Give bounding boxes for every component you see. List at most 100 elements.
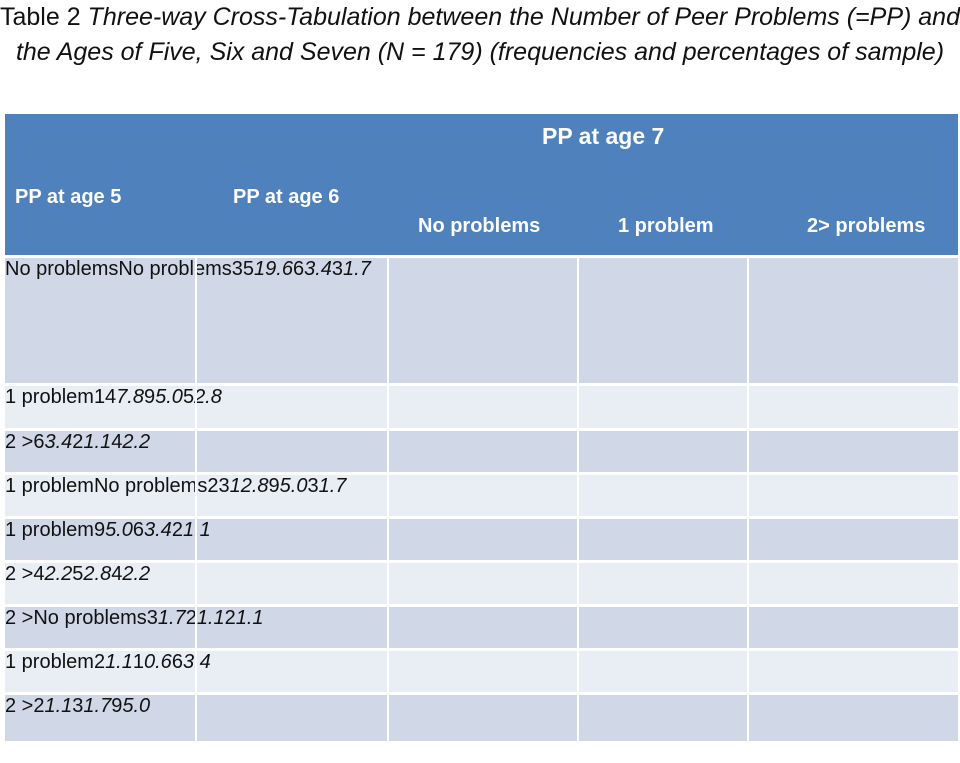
two-problems-count: 6 <box>171 651 183 673</box>
two-problems-count: 9 <box>111 695 123 717</box>
one-problem-percent: 1.1 <box>83 431 112 453</box>
table-cell <box>195 607 387 651</box>
table-row: No problemsNo problems3519.663.431.7 <box>5 255 958 386</box>
two-problems-percent: 5.0 <box>122 695 151 717</box>
table-cell <box>387 607 577 651</box>
table-cell <box>387 651 577 695</box>
age5-cell: 2 > <box>5 607 34 629</box>
table-cell <box>577 475 747 519</box>
two-problems-percent: 2.8 <box>194 386 222 408</box>
one-problem-percent: 3.4 <box>144 519 172 541</box>
table-cell <box>5 386 195 431</box>
table-header: PP at age 7 PP at age 5 PP at age 6 No p… <box>5 114 958 255</box>
table-cell <box>5 258 195 386</box>
table-cell <box>5 431 195 475</box>
table-cell <box>195 651 387 695</box>
age6-cell: No problems <box>118 258 232 280</box>
one-problem-count: 2 <box>72 431 84 453</box>
table-cell <box>387 386 577 431</box>
no-problems-percent: 3.4 <box>44 431 73 453</box>
table-cell <box>195 386 387 431</box>
age6-cell: 1 problem <box>5 386 94 408</box>
table-cell <box>747 431 958 475</box>
table-cell <box>5 651 195 695</box>
two-problems-count: 3 <box>307 475 319 497</box>
no-problems-count: 23 <box>207 475 230 497</box>
table-cell <box>5 607 195 651</box>
table-cell <box>387 695 577 741</box>
table-row: 2 >63.421.142.2 <box>5 428 958 475</box>
table-cell <box>747 695 958 741</box>
table-cell <box>747 607 958 651</box>
one-problem-count: 2 <box>185 607 197 629</box>
no-problems-percent: 1.1 <box>44 695 73 717</box>
one-problem-percent: 3.4 <box>304 258 332 280</box>
table-row: 2 >No problems31.721.121.1 <box>5 604 958 651</box>
table-cell <box>5 519 195 563</box>
no-problems-percent: 2.2 <box>44 563 73 585</box>
one-problem-count: 6 <box>292 258 305 280</box>
two-problems-count: 2 <box>224 607 236 629</box>
one-problem-count: 5 <box>72 563 84 585</box>
two-problems-count: 4 <box>111 431 123 453</box>
one-problem-count: 3 <box>72 695 84 717</box>
table-cell <box>387 475 577 519</box>
table-caption: Table 2 Three-way Cross-Tabulation betwe… <box>0 0 960 70</box>
table-cell <box>577 695 747 741</box>
table-cell <box>747 258 958 386</box>
table-cell <box>387 519 577 563</box>
table-row: 1 problem95.063.421.1 <box>5 516 958 563</box>
header-age6: PP at age 6 <box>233 186 340 208</box>
table-cell <box>747 651 958 695</box>
table-cell <box>747 386 958 431</box>
table-cell <box>195 695 387 741</box>
table-cell <box>195 431 387 475</box>
table-row: 2 >21.131.795.0 <box>5 692 958 741</box>
two-problems-count: 3 <box>331 258 344 280</box>
table-cell <box>5 475 195 519</box>
table-cell <box>747 519 958 563</box>
one-problem-percent: 5.0 <box>155 386 183 408</box>
no-problems-count: 2 <box>93 651 106 673</box>
no-problems-percent: 1.7 <box>157 607 186 629</box>
header-col-one-problem: 1 problem <box>618 215 714 237</box>
two-problems-percent: 2.2 <box>122 563 151 585</box>
two-problems-percent: 2.2 <box>122 431 151 453</box>
age6-cell: 2 > <box>5 431 34 453</box>
one-problem-percent: 1.1 <box>196 607 225 629</box>
age5-cell: No problems <box>5 258 119 280</box>
table-row: 1 problemNo problems2312.895.031.7 <box>5 472 958 519</box>
no-problems-count: 3 <box>146 607 158 629</box>
no-problems-percent: 7.8 <box>116 386 144 408</box>
table-cell <box>577 386 747 431</box>
header-age7: PP at age 7 <box>542 123 665 149</box>
one-problem-count: 1 <box>132 651 144 673</box>
table-cell <box>387 431 577 475</box>
table-cell <box>747 475 958 519</box>
table-title: Three-way Cross-Tabulation between the N… <box>15 3 960 66</box>
table-cell <box>577 519 747 563</box>
no-problems-percent: 12.8 <box>229 475 269 497</box>
table-cell <box>195 475 387 519</box>
header-age5: PP at age 5 <box>15 186 122 208</box>
one-problem-count: 9 <box>144 386 156 408</box>
table-cell <box>195 563 387 607</box>
two-problems-count: 5 <box>182 386 195 408</box>
age5-cell: 1 problem <box>5 475 94 497</box>
two-problems-count: 2 <box>171 519 183 541</box>
no-problems-percent: 5.0 <box>105 519 133 541</box>
header-col-no-problems: No problems <box>418 215 541 237</box>
table-cell <box>577 607 747 651</box>
no-problems-count: 4 <box>33 563 45 585</box>
table-cell <box>387 258 577 386</box>
table-cell <box>5 563 195 607</box>
table-cell <box>747 563 958 607</box>
two-problems-count: 4 <box>111 563 123 585</box>
table-row: 2 >42.252.842.2 <box>5 560 958 607</box>
age6-cell: 1 problem <box>5 651 94 673</box>
table-cell <box>577 651 747 695</box>
no-problems-percent: 19.6 <box>254 258 293 280</box>
one-problem-percent: 1.7 <box>83 695 112 717</box>
no-problems-count: 9 <box>93 519 106 541</box>
table-cell <box>577 431 747 475</box>
